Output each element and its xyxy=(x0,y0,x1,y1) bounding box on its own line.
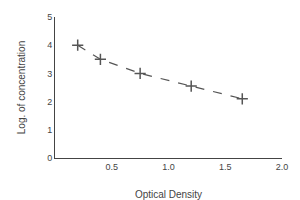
svg-text:1.0: 1.0 xyxy=(162,162,175,172)
svg-text:2: 2 xyxy=(47,97,52,107)
svg-text:3: 3 xyxy=(47,69,52,79)
svg-text:2.0: 2.0 xyxy=(276,162,289,172)
svg-text:1: 1 xyxy=(47,125,52,135)
svg-text:5: 5 xyxy=(47,12,52,22)
svg-text:Optical Density: Optical Density xyxy=(135,189,202,200)
svg-text:4: 4 xyxy=(47,40,52,50)
svg-text:0: 0 xyxy=(47,153,52,163)
svg-text:0.5: 0.5 xyxy=(105,162,118,172)
svg-text:Log. of concentration: Log. of concentration xyxy=(16,41,27,134)
svg-text:1.5: 1.5 xyxy=(219,162,232,172)
